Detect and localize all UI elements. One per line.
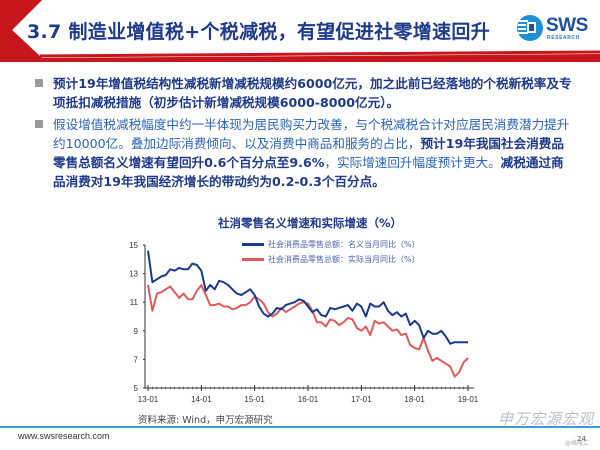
x-tick-label: 16-01 [298, 395, 319, 404]
y-tick-label: 11 [130, 298, 139, 307]
slide-header: 3.7 制造业增值税+个税减税，有望促进社零增速回升 SWS RESEARCH [0, 0, 600, 62]
page-title: 3.7 制造业增值税+个税减税，有望促进社零增速回升 [27, 21, 490, 43]
bullet-square-icon [35, 79, 43, 87]
logo-subtext: RESEARCH [547, 35, 580, 41]
x-tick-label: 14-01 [191, 395, 212, 404]
bullet-text-part2: 预计19年我国社会消费品零售总额名义增速有望回升0.6个百分点至9.6% [53, 136, 564, 170]
sws-logo-icon [517, 15, 543, 41]
footer-divider [0, 426, 600, 428]
x-tick-label: 17-01 [351, 395, 372, 404]
watermark-small: @格隆汇 [565, 440, 590, 447]
legend-item-real: 社会消费品零售总额：实际当月同比（%） [242, 252, 420, 267]
chart-source: 资料来源: Wind，申万宏源研究 [138, 415, 273, 426]
bullet-text-part3: ，实际增速回升幅度预计更大。 [324, 155, 501, 170]
line-chart: 社消零售名义增速和实际增速（%） 5 7 9 11 13 15 13-01 14-01 15-0… [120, 212, 500, 412]
bullet-item-2: 假设增值税减税幅度中约一半体现为居民购买力改善，与个税减税合计对应居民消费潜力提… [35, 115, 575, 191]
page-number: 24 [577, 435, 586, 443]
x-tick-label: 19-01 [458, 395, 479, 404]
logo-text: SWS [546, 15, 588, 36]
footer-url-link[interactable]: www.swsresearch.com [18, 431, 110, 441]
chart-title: 社消零售名义增速和实际增速（%） [217, 216, 403, 230]
bullet-list: 预计19年增值税结构性减税新增减税规模约6000亿元，加之此前已经落地的个税新税… [35, 74, 575, 194]
chart-plot-area: 5 7 9 11 13 15 13-01 14-01 15-01 16-01 17-01 18-01 1… [129, 241, 479, 404]
y-tick-label: 13 [129, 270, 138, 279]
y-tick-label: 7 [134, 355, 139, 364]
x-tick-label: 15-01 [244, 395, 265, 404]
header-banner-shape [0, 0, 600, 62]
series-line-nominal [147, 250, 468, 345]
legend-swatch-real [242, 258, 264, 261]
bullet-item-1: 预计19年增值税结构性减税新增减税规模约6000亿元，加之此前已经落地的个税新税… [35, 74, 575, 112]
sws-logo: SWS RESEARCH [516, 14, 594, 44]
legend-label-real: 社会消费品零售总额：实际当月同比（%） [268, 255, 420, 264]
x-tick-label: 18-01 [404, 395, 425, 404]
watermark-text: 申万宏源宏观 [498, 410, 595, 428]
chart-legend: 社会消费品零售总额：名义当月同比（%） 社会消费品零售总额：实际当月同比（%） [242, 237, 420, 267]
bullet-text-part1: 假设增值税减税幅度中约一半体现为居民购买力改善，与个税减税合计对应居民消费潜力提… [53, 117, 570, 151]
y-tick-label: 9 [134, 327, 139, 336]
bullet-text: 预计19年增值税结构性减税新增减税规模约6000亿元，加之此前已经落地的个税新税… [53, 76, 572, 110]
y-tick-label: 5 [134, 384, 139, 393]
x-tick-label: 13-01 [138, 395, 159, 404]
bullet-square-icon [35, 120, 43, 128]
y-tick-label: 15 [129, 241, 138, 250]
legend-item-nominal: 社会消费品零售总额：名义当月同比（%） [242, 237, 420, 252]
series-line-real [147, 284, 469, 378]
bullet-text-part4: 减税通过商品消费对19年我国经济增长的带动约为0.2-0.3个百分点。 [53, 155, 564, 189]
legend-swatch-nominal [242, 243, 264, 246]
legend-label-nominal: 社会消费品零售总额：名义当月同比（%） [268, 240, 420, 249]
